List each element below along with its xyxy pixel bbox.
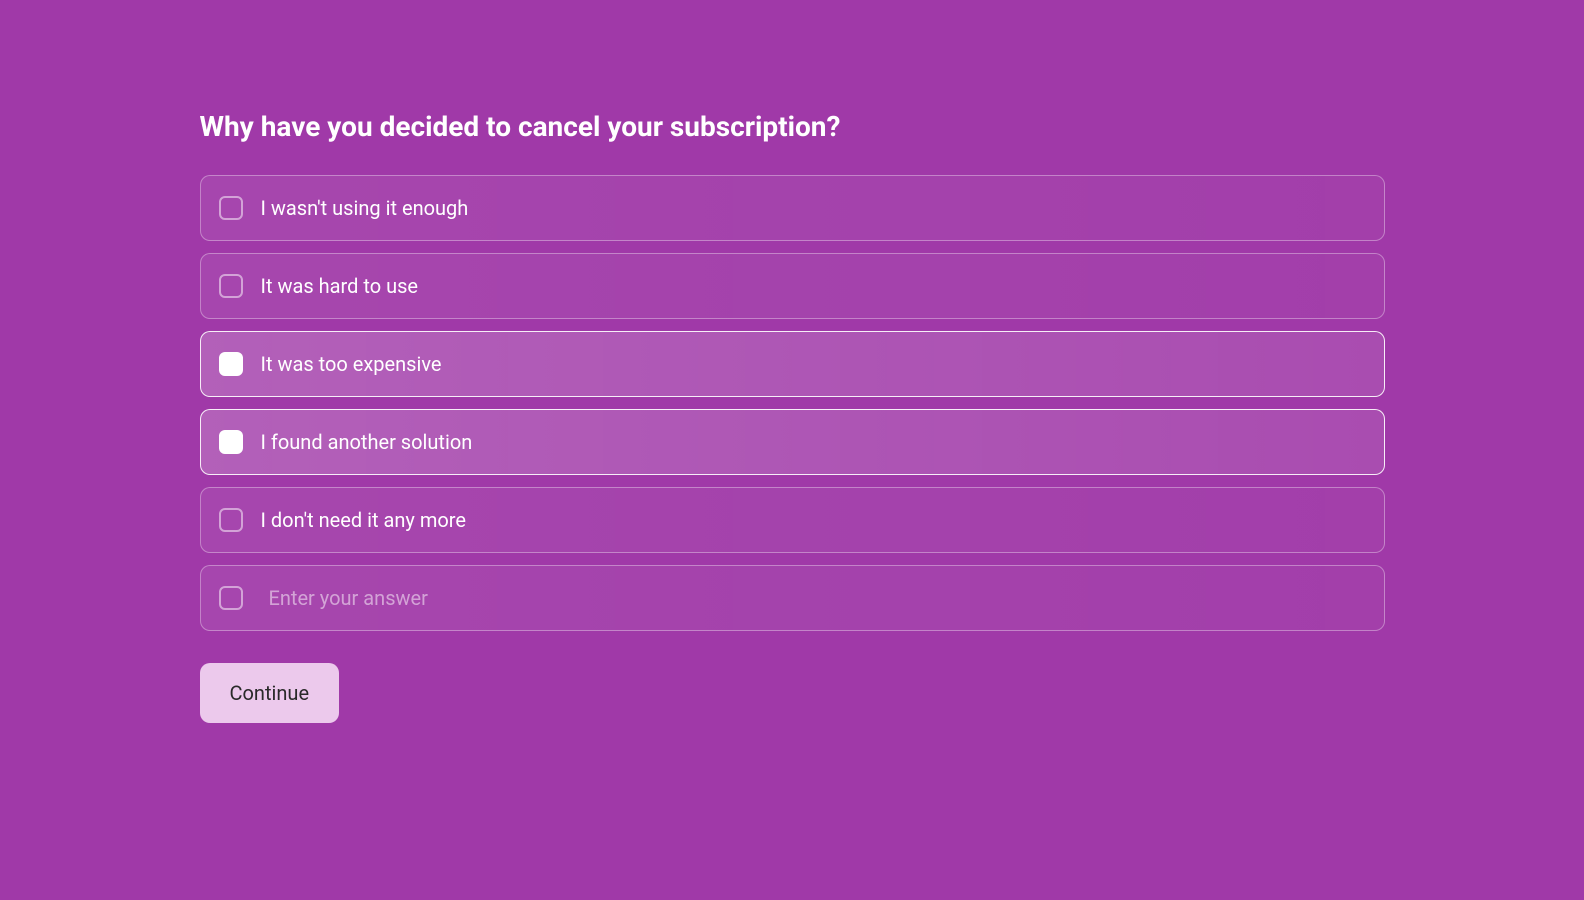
checkbox-icon[interactable] (219, 508, 243, 532)
checkbox-icon[interactable] (219, 196, 243, 220)
option-label: I found another solution (261, 430, 473, 454)
survey-options-list: I wasn't using it enough It was hard to … (200, 175, 1385, 631)
survey-container: Why have you decided to cancel your subs… (200, 110, 1385, 723)
option-label: I wasn't using it enough (261, 196, 469, 220)
survey-question-title: Why have you decided to cancel your subs… (200, 110, 1385, 143)
checkbox-icon[interactable] (219, 352, 243, 376)
option-label: It was too expensive (261, 352, 442, 376)
continue-button[interactable]: Continue (200, 663, 340, 723)
survey-option-another-solution[interactable]: I found another solution (200, 409, 1385, 475)
checkbox-icon[interactable] (219, 274, 243, 298)
survey-option-hard-to-use[interactable]: It was hard to use (200, 253, 1385, 319)
checkbox-icon[interactable] (219, 586, 243, 610)
survey-option-dont-need[interactable]: I don't need it any more (200, 487, 1385, 553)
option-label: I don't need it any more (261, 508, 466, 532)
custom-answer-input[interactable] (261, 586, 1366, 610)
survey-option-too-expensive[interactable]: It was too expensive (200, 331, 1385, 397)
survey-option-custom[interactable] (200, 565, 1385, 631)
option-label: It was hard to use (261, 274, 419, 298)
checkbox-icon[interactable] (219, 430, 243, 454)
survey-option-not-using[interactable]: I wasn't using it enough (200, 175, 1385, 241)
